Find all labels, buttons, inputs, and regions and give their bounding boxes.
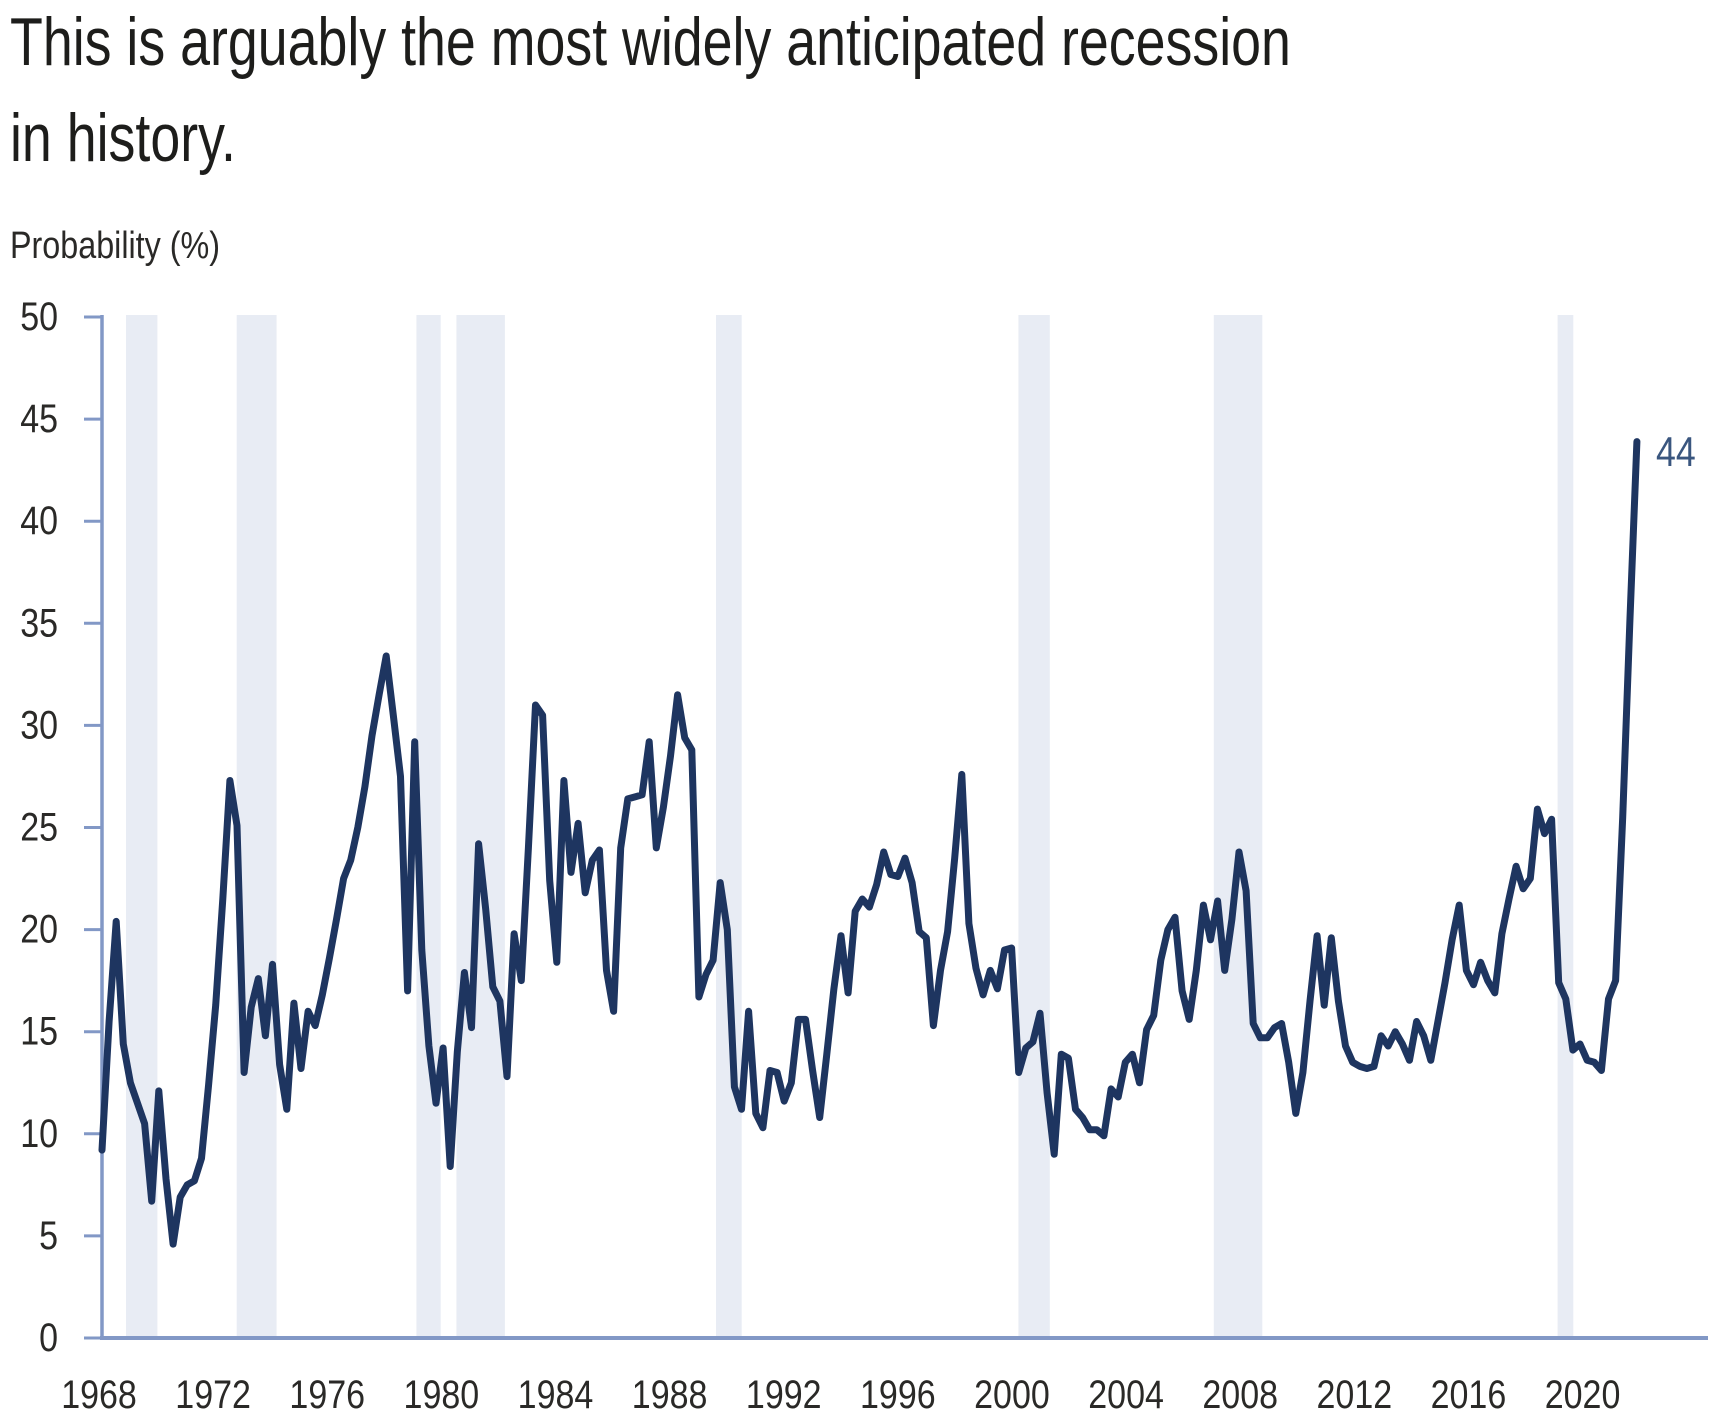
y-tick-label: 15 — [20, 1008, 58, 1053]
x-tick-label: 1972 — [175, 1371, 251, 1416]
recession-band — [716, 315, 742, 1338]
end-value-label: 44 — [1656, 429, 1696, 475]
title-line-1: This is arguably the most widely anticip… — [10, 4, 1291, 80]
y-tick-label: 35 — [20, 600, 58, 645]
recession-band — [1018, 315, 1050, 1338]
x-tick-label: 2012 — [1317, 1371, 1393, 1416]
x-tick-label: 1988 — [632, 1371, 708, 1416]
y-tick-label: 20 — [20, 906, 58, 951]
recession-band — [1557, 315, 1574, 1338]
x-tick-label: 2008 — [1202, 1371, 1278, 1416]
recession-band — [1213, 315, 1263, 1338]
title-line-2: in history. — [10, 100, 236, 176]
x-tick-label: 1976 — [289, 1371, 365, 1416]
y-tick-label: 30 — [20, 702, 58, 747]
x-tick-label: 2016 — [1431, 1371, 1507, 1416]
recession-band — [236, 315, 277, 1338]
x-tick-label: 2000 — [974, 1371, 1050, 1416]
x-tick-label: 2004 — [1088, 1371, 1164, 1416]
x-tick-label: 1992 — [746, 1371, 822, 1416]
y-axis-title: Probability (%) — [10, 225, 221, 267]
y-tick-label: 50 — [20, 293, 58, 338]
recession-probability-line — [98, 438, 1641, 1248]
x-tick-label: 1984 — [518, 1371, 594, 1416]
y-tick-label: 0 — [39, 1314, 58, 1359]
y-tick-label: 40 — [20, 498, 58, 543]
x-tick-label: 1996 — [860, 1371, 936, 1416]
y-tick-label: 10 — [20, 1110, 58, 1155]
x-tick-label: 2020 — [1545, 1371, 1621, 1416]
y-tick-label: 45 — [20, 395, 58, 440]
x-tick-label: 1980 — [404, 1371, 480, 1416]
x-tick-label: 1968 — [61, 1371, 137, 1416]
y-tick-label: 5 — [39, 1212, 58, 1257]
recession-band — [456, 315, 505, 1338]
chart-title: This is arguably the most widely anticip… — [10, 0, 1291, 186]
y-tick-label: 25 — [20, 804, 58, 849]
